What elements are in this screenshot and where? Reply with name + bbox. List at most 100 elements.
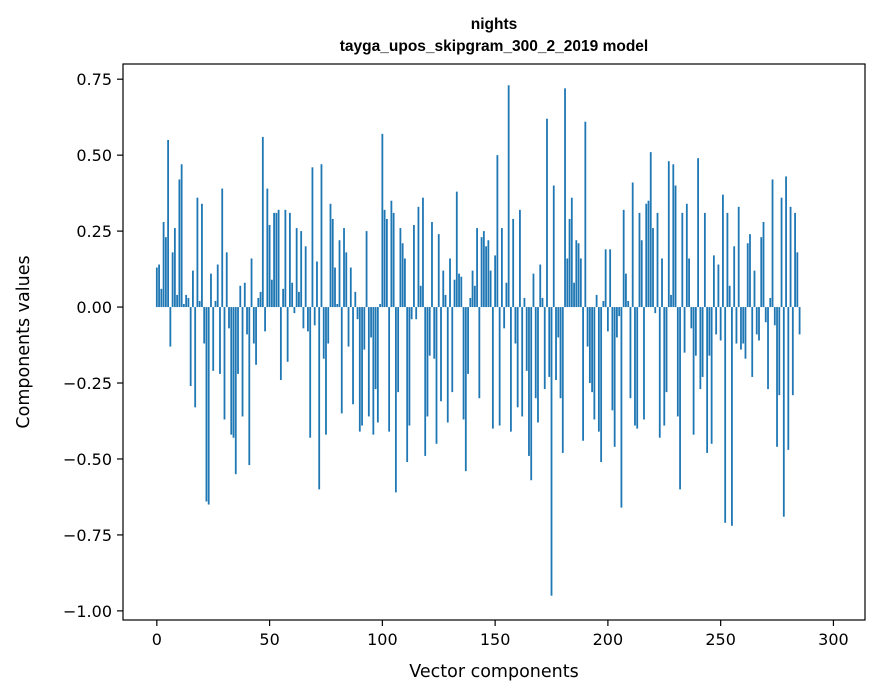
bar: [737, 206, 740, 308]
bar: [604, 249, 607, 308]
bar: [216, 264, 219, 308]
bar: [742, 307, 745, 344]
bar: [550, 307, 553, 596]
bar: [345, 252, 348, 308]
bar: [647, 200, 650, 308]
bar: [620, 307, 623, 508]
y-tick-label: 0.75: [76, 70, 112, 89]
bar: [381, 133, 384, 308]
bar: [203, 307, 206, 344]
bar: [164, 237, 167, 308]
bar: [298, 291, 300, 308]
bar: [591, 307, 593, 393]
bar: [198, 300, 201, 308]
bar: [358, 307, 361, 432]
bar: [354, 291, 357, 308]
chart-title: nights: [471, 16, 518, 33]
bar: [740, 307, 742, 350]
bar: [523, 297, 526, 308]
bar: [410, 307, 413, 320]
bar: [356, 307, 359, 320]
y-tick-label: 0.25: [76, 222, 112, 241]
bar: [422, 197, 424, 308]
bar: [719, 307, 722, 341]
bar: [201, 203, 203, 308]
bar: [676, 307, 679, 417]
bar: [722, 194, 724, 308]
bar: [440, 307, 442, 402]
bar: [728, 285, 731, 308]
bar: [446, 307, 449, 423]
bar: [374, 307, 377, 390]
bar: [658, 307, 661, 438]
bar: [661, 258, 663, 308]
bar: [629, 307, 632, 399]
bar: [428, 307, 431, 356]
bar: [694, 307, 697, 356]
bar: [546, 118, 548, 308]
x-tick-label: 150: [480, 630, 511, 649]
bar: [431, 221, 433, 308]
bar: [437, 234, 440, 308]
bar: [415, 307, 418, 320]
x-axis: 0 50 100 150 200 250 300: [152, 620, 849, 649]
x-tick-label: 300: [818, 630, 849, 649]
bar: [685, 203, 688, 308]
bar: [616, 307, 618, 338]
bar: [482, 231, 485, 308]
bar: [570, 197, 573, 308]
bar: [787, 307, 790, 450]
bar: [751, 307, 754, 377]
bar: [489, 270, 492, 308]
bar: [225, 252, 228, 308]
bar: [406, 307, 409, 463]
bar: [627, 300, 630, 308]
x-tick-label: 250: [705, 630, 736, 649]
bar: [237, 307, 239, 374]
bar: [293, 307, 296, 314]
bar: [160, 288, 163, 308]
bar: [325, 307, 327, 435]
bar: [372, 307, 375, 435]
bar: [311, 167, 314, 308]
bar: [413, 225, 415, 308]
bar: [205, 307, 208, 502]
bar: [649, 152, 652, 308]
bar: [480, 237, 483, 308]
bar: [557, 307, 560, 338]
bar: [771, 179, 774, 308]
bar: [652, 228, 654, 308]
bar: [534, 307, 537, 399]
bar: [435, 307, 438, 444]
bar: [494, 255, 497, 308]
bar: [789, 206, 792, 308]
bar: [606, 307, 609, 332]
y-tick-label: −0.75: [63, 526, 112, 545]
bar: [408, 307, 411, 426]
bar: [388, 307, 391, 432]
bar: [625, 273, 627, 308]
bar: [259, 291, 262, 308]
bar: [672, 164, 675, 308]
x-axis-label: Vector components: [409, 662, 578, 682]
bar: [187, 297, 190, 308]
bar: [559, 307, 562, 399]
bar: [212, 307, 215, 371]
bar: [318, 307, 321, 490]
bar: [424, 307, 427, 456]
chart-subtitle: tayga_upos_skipgram_300_2_2019 model: [340, 38, 648, 55]
y-axis-label: Components values: [14, 255, 34, 428]
bar: [309, 307, 312, 438]
bar: [295, 228, 298, 308]
bar: [169, 307, 172, 347]
bar: [167, 139, 169, 308]
bar: [566, 258, 569, 308]
bar: [507, 85, 510, 308]
bar: [753, 270, 756, 308]
bar: [692, 307, 695, 435]
bar: [383, 209, 386, 308]
bar: [697, 158, 699, 308]
bar: [640, 240, 643, 308]
bar: [764, 307, 767, 323]
